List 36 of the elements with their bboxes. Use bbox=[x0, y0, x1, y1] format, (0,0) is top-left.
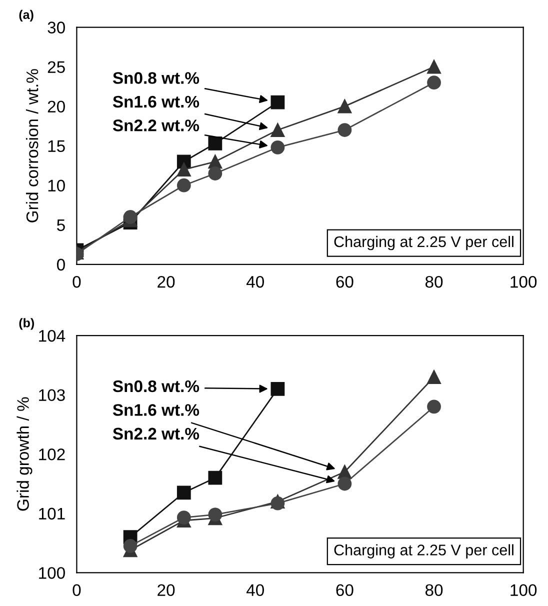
x-tick-label: 60 bbox=[336, 584, 354, 596]
text: Sn2.2 wt.% bbox=[112, 428, 200, 440]
chart-title: (b) bbox=[19, 318, 34, 330]
x-tick-label: 40 bbox=[246, 584, 264, 596]
text: Sn0.8 wt.% bbox=[112, 380, 200, 392]
text: Sn2.2 wt.% bbox=[112, 120, 200, 132]
y-axis-title: Grid corrosion / wt.% bbox=[26, 69, 38, 222]
y-tick-label: 103 bbox=[39, 389, 65, 402]
x-tick-label: 0 bbox=[72, 584, 81, 596]
y-tick-label: 20 bbox=[48, 100, 65, 113]
text: Sn0.8 wt.% bbox=[112, 72, 200, 84]
x-tick-label: 100 bbox=[510, 584, 537, 596]
y-axis-title: Grid growth / % bbox=[16, 397, 32, 511]
x-tick-label: 100 bbox=[510, 276, 537, 288]
y-tick-label: 15 bbox=[48, 140, 65, 152]
chart-title: (a) bbox=[19, 10, 34, 22]
x-tick-label: 20 bbox=[158, 584, 175, 596]
x-tick-label: 20 bbox=[158, 276, 175, 288]
x-tick-label: 80 bbox=[425, 276, 443, 288]
y-tick-label: 0 bbox=[56, 258, 65, 271]
y-tick-label: 102 bbox=[39, 448, 65, 460]
y-tick-label: 10 bbox=[48, 180, 65, 192]
text: Sn1.6 wt.% bbox=[112, 96, 200, 108]
x-tick-label: 60 bbox=[336, 276, 354, 288]
annotation: Charging at 2.25 V per cell bbox=[334, 236, 514, 250]
y-tick-label: 101 bbox=[39, 508, 65, 520]
y-tick-label: 25 bbox=[48, 61, 65, 73]
x-tick-label: 0 bbox=[72, 276, 81, 288]
y-tick-label: 100 bbox=[39, 567, 65, 579]
text: Sn1.6 wt.% bbox=[112, 404, 200, 416]
x-tick-label: 40 bbox=[246, 276, 264, 288]
y-tick-label: 30 bbox=[48, 22, 65, 34]
y-tick-label: 5 bbox=[57, 219, 65, 232]
y-tick-label: 104 bbox=[39, 330, 66, 342]
annotation: Charging at 2.25 V per cell bbox=[334, 544, 514, 558]
x-tick-label: 80 bbox=[425, 584, 443, 596]
